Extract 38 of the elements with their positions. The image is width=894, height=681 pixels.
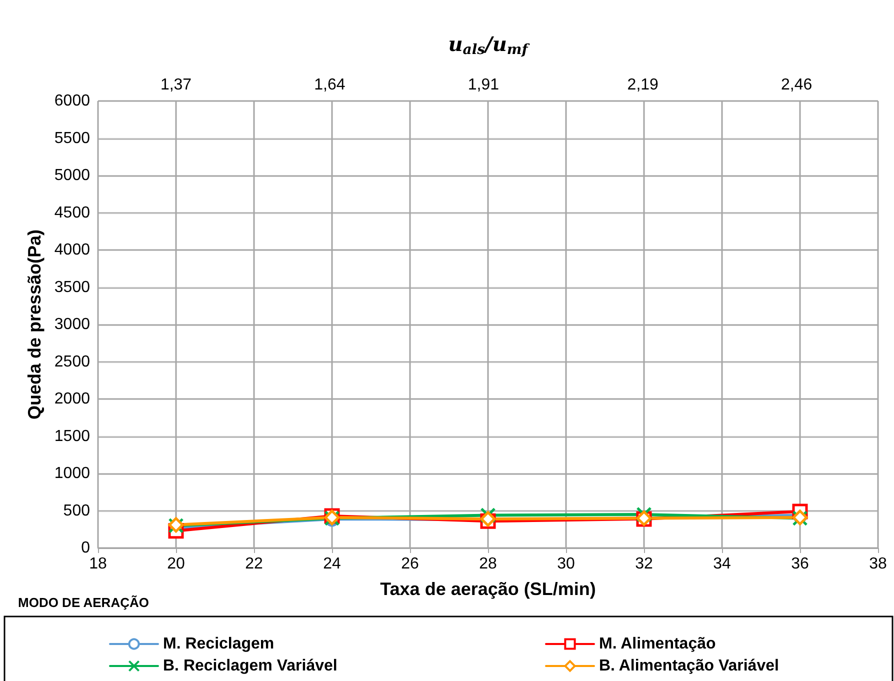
x2-tick-label: 2,19 xyxy=(627,76,659,94)
x2-tick-label: 1,64 xyxy=(314,76,346,94)
y-tick-label: 5000 xyxy=(54,167,90,184)
legend-label: M. Alimentação xyxy=(599,636,716,652)
y-axis-title: Queda de pressão(Pa) xyxy=(24,229,45,420)
y-tick-label: 4500 xyxy=(54,204,90,222)
y-tick-label: 2000 xyxy=(54,390,90,408)
y-tick-label: 1000 xyxy=(54,465,90,482)
x-tick-label: 26 xyxy=(401,556,419,572)
y-tick-label: 4000 xyxy=(54,242,90,258)
x-tick-label: 32 xyxy=(635,556,653,572)
x-tick-label: 20 xyxy=(167,556,185,572)
legend-label: B. Reciclagem Variável xyxy=(163,658,338,674)
y-tick-label: 500 xyxy=(63,502,90,520)
x2-tick-label: 1,91 xyxy=(468,76,500,94)
y-tick-label: 3000 xyxy=(54,316,90,333)
legend-label: B. Alimentação Variável xyxy=(599,658,779,674)
x-axis-title: Taxa de aeração (SL/min) xyxy=(380,579,596,599)
y-tick-label: 6000 xyxy=(54,92,90,110)
legend-label: M. Reciclagem xyxy=(163,636,274,652)
x-tick-label: 36 xyxy=(791,556,809,572)
y-tick-label: 2500 xyxy=(54,353,90,370)
x2-tick-label: 1,37 xyxy=(160,76,192,94)
y-tick-label: 5500 xyxy=(54,130,90,147)
x-tick-label: 28 xyxy=(479,556,497,572)
y-tick-label: 0 xyxy=(81,540,90,556)
x2-tick-label: 2,46 xyxy=(781,76,812,94)
x-tick-label: 18 xyxy=(89,556,107,572)
x-tick-label: 38 xyxy=(869,556,887,572)
point xyxy=(480,507,496,523)
y-tick-label: 1500 xyxy=(54,428,90,445)
x-tick-label: 24 xyxy=(323,556,341,572)
y-tick-label: 3500 xyxy=(54,278,90,296)
x-tick-label: 34 xyxy=(713,556,731,572)
legend-title: MODO DE AERAÇÃO xyxy=(18,595,149,610)
x-tick-label: 30 xyxy=(557,556,575,572)
x-tick-label: 22 xyxy=(245,556,263,572)
point xyxy=(636,506,652,522)
